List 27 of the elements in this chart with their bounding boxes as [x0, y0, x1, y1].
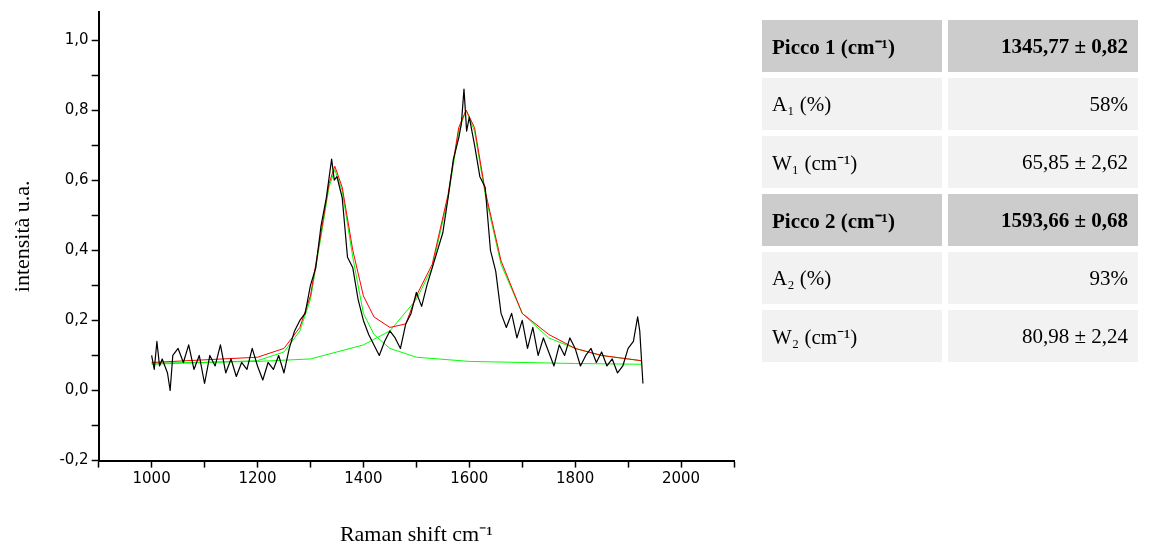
x-tick-label: 1000 — [132, 469, 171, 488]
x-tick-label: 1400 — [344, 469, 383, 488]
text: 93% — [948, 252, 1138, 304]
y-tick-label: -0,2 — [59, 450, 89, 469]
x-tick-label: 1200 — [238, 469, 277, 488]
text: W₂ (cm⁻¹) — [762, 310, 942, 362]
text: A₁ (%) — [762, 78, 942, 130]
text: 65,85 ± 2,62 — [948, 136, 1138, 188]
y-tick-label: 0,6 — [64, 170, 89, 189]
y-tick-label: 0,0 — [64, 380, 89, 399]
text: W₁ (cm⁻¹) — [762, 136, 942, 188]
text: 1593,66 ± 0,68 — [948, 194, 1138, 246]
text: 58% — [948, 78, 1138, 130]
x-tick-label: 1800 — [556, 469, 595, 488]
x-axis-title: Raman shift cm⁻¹ — [339, 520, 493, 546]
text: Picco 2 (cm⁻¹) — [762, 194, 942, 246]
text: 80,98 ± 2,24 — [948, 310, 1138, 362]
y-tick-label: 0,2 — [64, 310, 89, 329]
y-tick-label: 1,0 — [64, 29, 89, 48]
text: A₂ (%) — [762, 252, 942, 304]
y-tick-label: 0,8 — [64, 100, 89, 119]
text: 1345,77 ± 0,82 — [948, 20, 1138, 72]
y-tick-label: 0,4 — [64, 240, 89, 259]
x-tick-label: 1600 — [450, 469, 489, 488]
y-axis-title: intensità u.a. — [8, 180, 34, 293]
x-tick-label: 2000 — [661, 469, 701, 488]
text: Picco 1 (cm⁻¹) — [762, 20, 942, 72]
